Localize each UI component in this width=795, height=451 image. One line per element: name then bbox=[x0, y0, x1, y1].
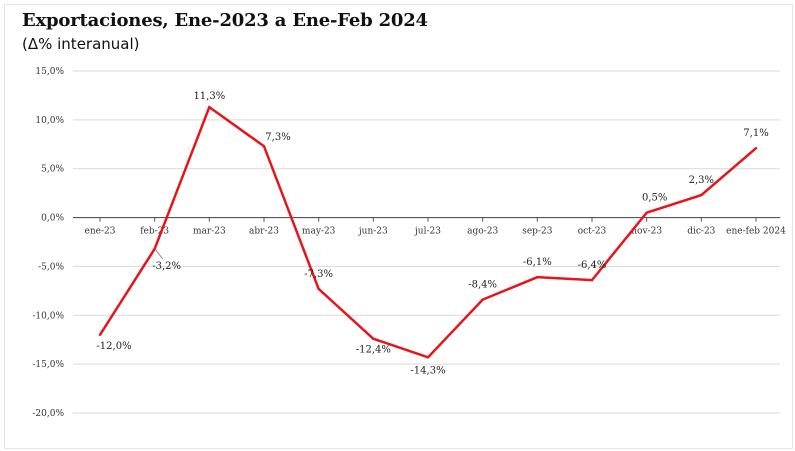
data-label: -8,4% bbox=[468, 280, 497, 291]
data-point bbox=[700, 193, 703, 197]
y-tick-label: 15,0% bbox=[35, 67, 64, 77]
data-label: -3,2% bbox=[152, 261, 181, 272]
data-label: 7,1% bbox=[743, 128, 768, 139]
data-label: 2,3% bbox=[689, 175, 714, 186]
data-label: -12,4% bbox=[356, 345, 391, 356]
y-tick-label: 5,0% bbox=[41, 165, 64, 175]
y-tick-label: 0,0% bbox=[41, 214, 64, 224]
x-tick-label: mar-23 bbox=[193, 227, 226, 237]
data-point bbox=[426, 356, 430, 359]
data-label: -6,4% bbox=[578, 260, 607, 271]
x-tick-label: jul-23 bbox=[414, 227, 441, 237]
data-point bbox=[372, 337, 375, 340]
data-label: -6,1% bbox=[523, 257, 552, 268]
x-tick-label: feb-23 bbox=[140, 227, 169, 237]
y-tick-label: -15,0% bbox=[32, 360, 64, 370]
data-point bbox=[262, 145, 266, 148]
data-point bbox=[481, 298, 484, 301]
chart-title: Exportaciones, Ene-2023 a Ene-Feb 2024 bbox=[22, 10, 428, 31]
data-label: -12,0% bbox=[96, 341, 131, 352]
x-tick-label: may-23 bbox=[302, 227, 336, 237]
x-tick-label: oct-23 bbox=[578, 227, 607, 237]
data-point bbox=[590, 278, 594, 282]
data-label: -7,3% bbox=[304, 269, 333, 280]
x-tick-label: nov-23 bbox=[631, 227, 662, 237]
data-label: 11,3% bbox=[193, 91, 225, 102]
data-point bbox=[317, 287, 320, 291]
x-tick-label: abr-23 bbox=[249, 227, 279, 237]
data-point bbox=[536, 275, 539, 279]
data-label: 7,3% bbox=[265, 132, 290, 143]
data-point bbox=[98, 333, 102, 337]
data-point bbox=[153, 247, 156, 251]
data-point bbox=[645, 211, 648, 214]
data-label: 0,5% bbox=[642, 193, 667, 204]
data-label-leader bbox=[155, 249, 164, 260]
data-point bbox=[754, 146, 758, 150]
y-tick-label: -20,0% bbox=[32, 409, 64, 419]
data-label: -14,3% bbox=[410, 365, 445, 376]
x-tick-label: ene-23 bbox=[85, 227, 116, 237]
chart-subtitle: (Δ% interanual) bbox=[22, 35, 140, 53]
x-tick-label: dic-23 bbox=[687, 227, 715, 237]
y-tick-label: 10,0% bbox=[35, 116, 64, 126]
x-tick-label: ene-feb 2024 bbox=[726, 227, 786, 237]
x-tick-label: sep-23 bbox=[522, 227, 552, 237]
x-tick-label: jun-23 bbox=[358, 227, 388, 237]
y-tick-label: -10,0% bbox=[32, 311, 64, 321]
y-tick-label: -5,0% bbox=[38, 262, 64, 272]
data-point bbox=[208, 105, 211, 109]
x-tick-label: ago-23 bbox=[467, 227, 498, 237]
